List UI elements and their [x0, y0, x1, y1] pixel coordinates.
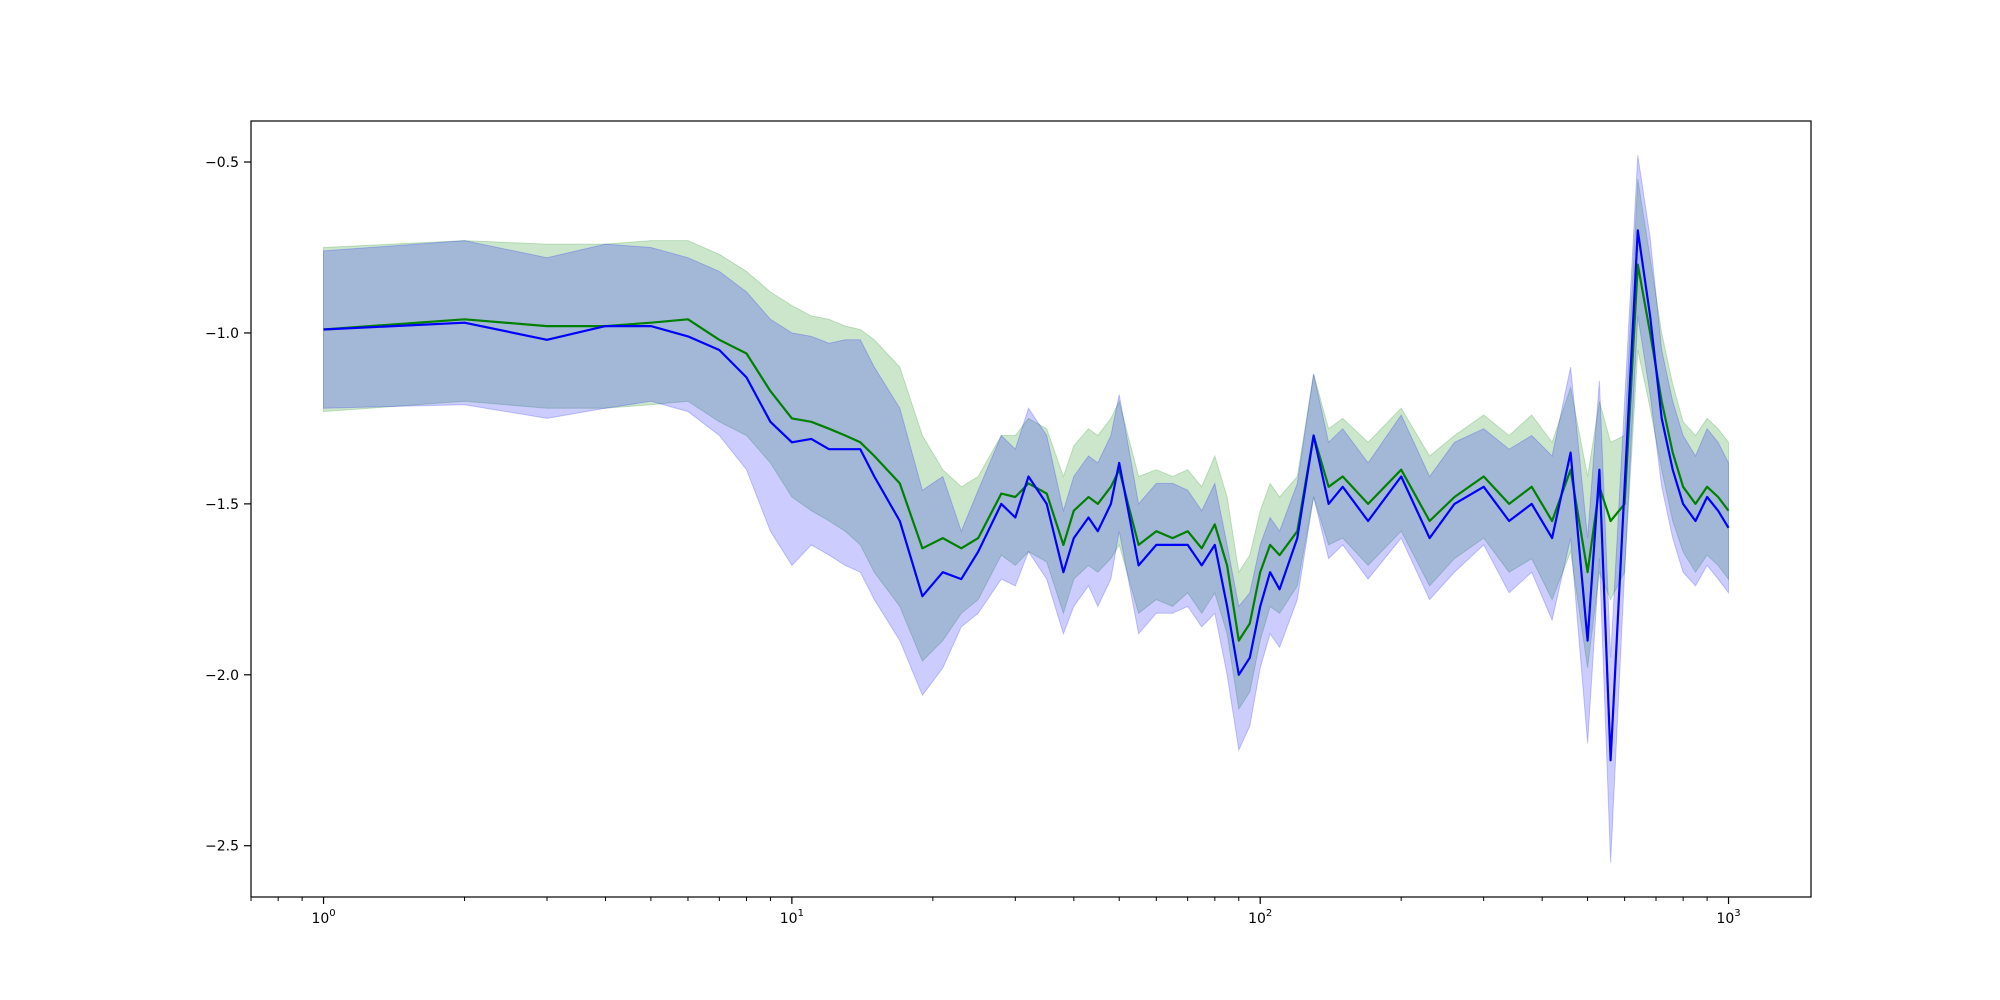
y-tick-label: −1.0: [205, 326, 239, 342]
series-0-band: [323, 179, 1729, 711]
series-lines: [323, 229, 1730, 762]
y-tick-label: −1.5: [205, 497, 239, 513]
y-tick-label: −2.0: [205, 668, 239, 684]
y-tick-label: −2.5: [205, 839, 239, 855]
x-tick-label: 102: [1248, 908, 1272, 927]
x-axis: 100 101 102 103: [250, 897, 1741, 927]
plot-area-frame: [250, 120, 1812, 898]
x-tick-label: 103: [1716, 908, 1740, 927]
y-axis: −0.5 −1.0 −1.5 −2.0 −2.5: [205, 155, 251, 855]
y-tick-label: −0.5: [205, 155, 239, 171]
x-tick-label: 101: [780, 908, 804, 927]
x-tick-label: 100: [311, 908, 335, 927]
series-1-line: [323, 229, 1730, 762]
